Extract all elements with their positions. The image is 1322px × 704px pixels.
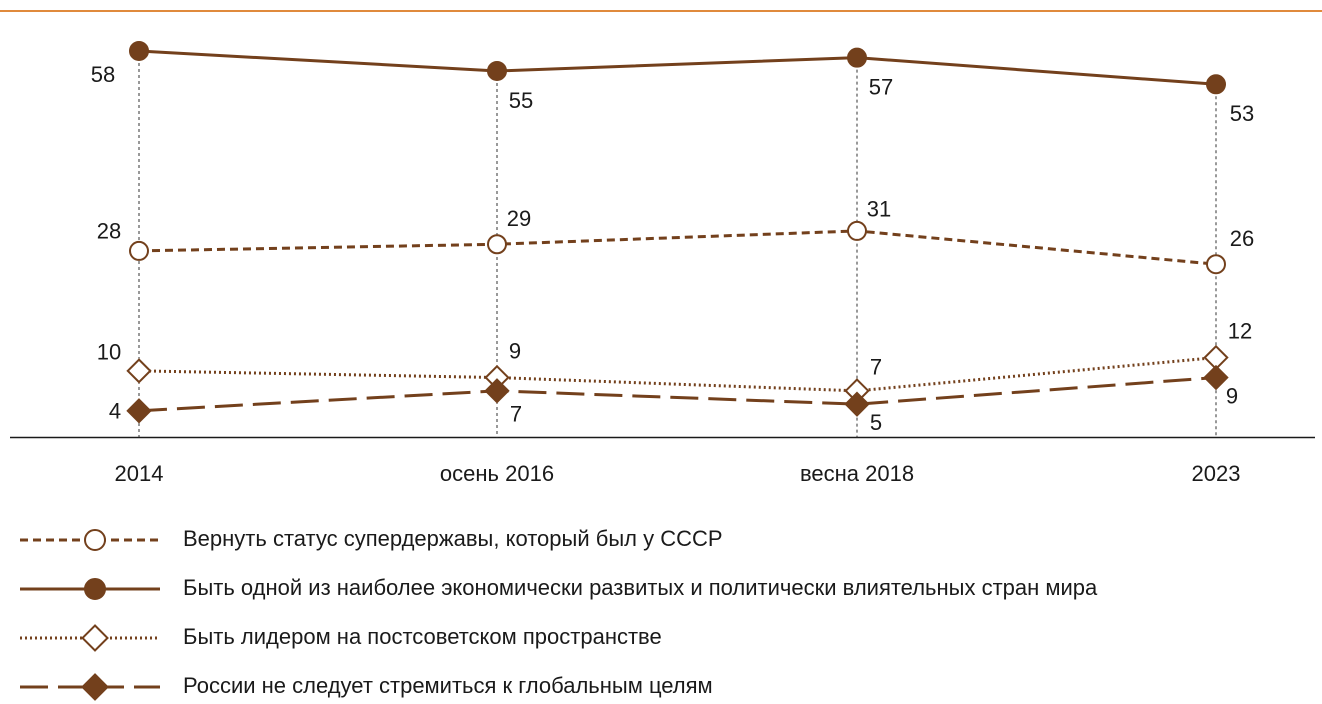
data-label: 7 <box>870 355 882 380</box>
data-label: 5 <box>870 410 882 435</box>
point <box>129 40 149 61</box>
point <box>844 391 870 417</box>
data-label: 26 <box>1230 226 1254 251</box>
data-label: 10 <box>97 340 121 365</box>
legend-marker <box>84 578 106 600</box>
x-tick-label: 2014 <box>115 461 164 486</box>
data-label: 12 <box>1228 318 1252 343</box>
series-line <box>138 49 1217 86</box>
data-label: 53 <box>1230 101 1254 126</box>
point <box>484 378 510 404</box>
point <box>487 60 507 81</box>
point <box>129 240 149 261</box>
series-line <box>138 376 1217 413</box>
data-label: 55 <box>509 88 533 113</box>
legend-label: Вернуть статус супердержавы, который был… <box>183 526 723 551</box>
point <box>847 47 867 68</box>
point <box>1206 254 1226 275</box>
data-label: 9 <box>509 338 521 363</box>
legend-label: России не следует стремиться к глобальны… <box>183 673 713 698</box>
legend-marker <box>84 529 106 551</box>
legend-marker <box>81 673 109 701</box>
data-label: 7 <box>510 402 522 427</box>
x-tick-label: весна 2018 <box>800 461 914 486</box>
data-label: 28 <box>97 219 121 244</box>
legend-label: Быть лидером на постсоветском пространст… <box>183 624 662 649</box>
point <box>1203 364 1229 391</box>
point <box>1206 74 1226 95</box>
data-label: 57 <box>869 74 893 99</box>
data-label: 29 <box>507 206 531 231</box>
data-label: 31 <box>867 197 891 222</box>
data-label: 58 <box>91 62 115 87</box>
x-tick-label: осень 2016 <box>440 461 554 486</box>
legend-marker <box>81 624 109 652</box>
data-label: 4 <box>109 399 121 424</box>
series-line <box>138 229 1217 266</box>
legend-label: Быть одной из наиболее экономически разв… <box>183 575 1098 600</box>
point <box>126 358 152 384</box>
series-line <box>138 356 1217 393</box>
point <box>847 220 867 241</box>
point <box>487 234 507 255</box>
data-label: 9 <box>1226 383 1238 408</box>
x-tick-label: 2023 <box>1192 461 1241 486</box>
point <box>126 398 152 424</box>
